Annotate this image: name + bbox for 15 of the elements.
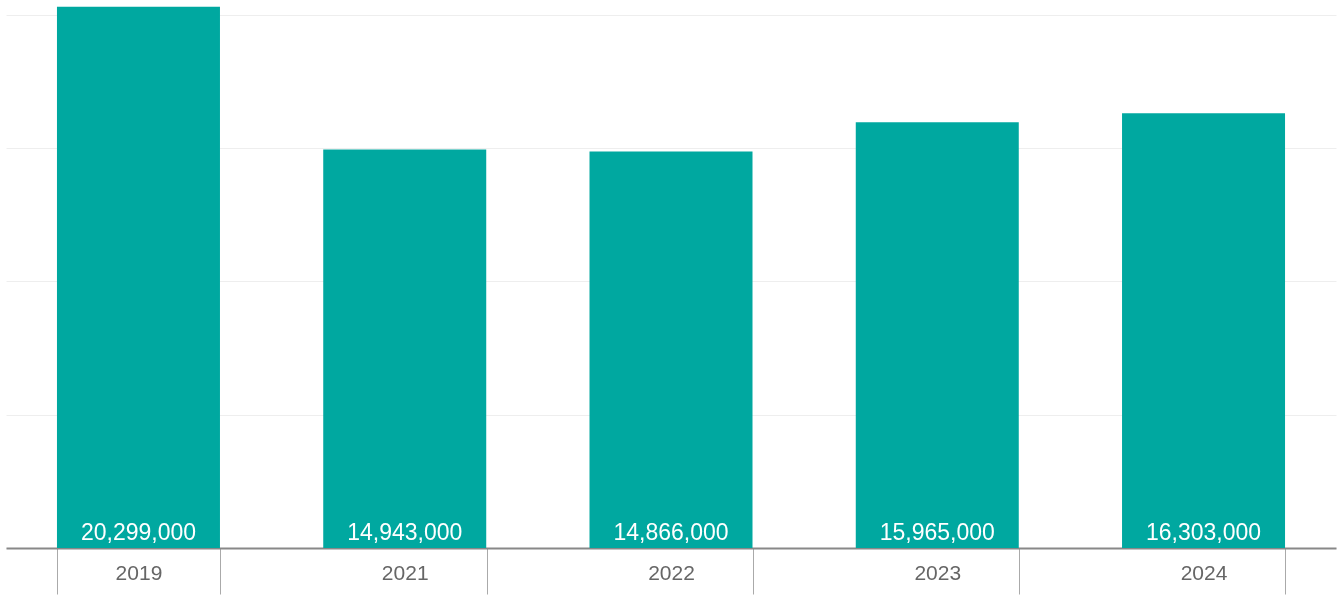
- bar: [589, 151, 753, 548]
- x-tick-label: 2021: [381, 560, 429, 584]
- x-tick-label: 2022: [648, 560, 695, 584]
- data-label: 20,299,000: [80, 519, 197, 545]
- data-label: 15,965,000: [879, 519, 995, 545]
- bar: [56, 6, 220, 548]
- x-tick-label: 2024: [1180, 560, 1228, 584]
- bar: [855, 122, 1019, 548]
- data-label: 14,866,000: [613, 519, 729, 545]
- x-tick-label: 2019: [115, 560, 163, 584]
- data-label: 14,943,000: [347, 519, 463, 545]
- x-tick-label: 2023: [914, 560, 962, 584]
- data-label: 16,303,000: [1145, 519, 1262, 545]
- bar: [323, 149, 487, 548]
- bar: [1122, 113, 1286, 548]
